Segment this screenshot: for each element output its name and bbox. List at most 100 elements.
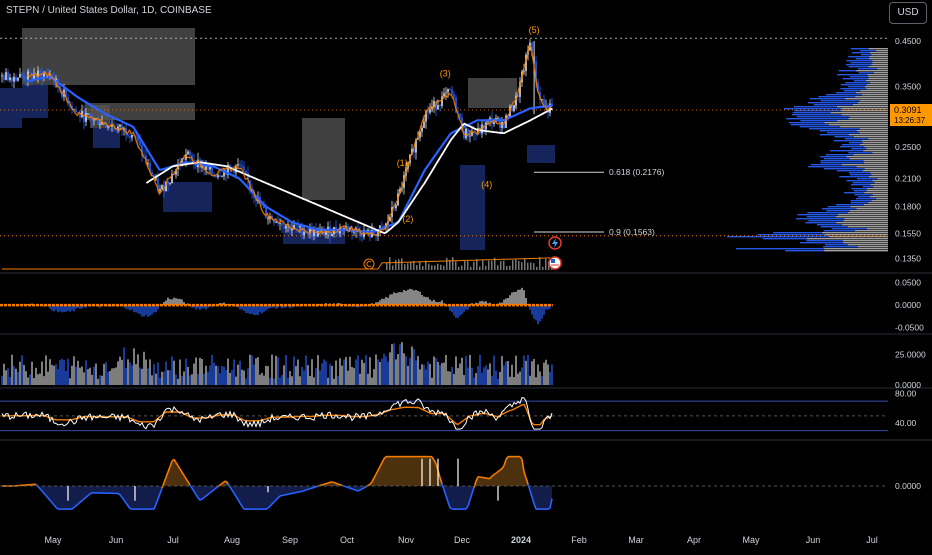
volume-profile-bar xyxy=(867,188,888,189)
volume-bar xyxy=(15,369,16,385)
volume-bar xyxy=(491,376,492,385)
volume-profile-bar xyxy=(859,132,888,133)
rsi-line xyxy=(2,398,552,430)
volume-profile-bar xyxy=(864,162,888,163)
volume-profile-bar xyxy=(784,108,842,109)
volume-bar-mini xyxy=(527,263,529,270)
volume-bar-mini xyxy=(392,265,394,270)
volume-profile-bar xyxy=(800,242,843,243)
price-axis-tick: 0.1350 xyxy=(895,253,921,263)
volume-profile-bar xyxy=(808,102,858,103)
volume-bar xyxy=(333,379,334,385)
volume-bar xyxy=(213,363,214,385)
volume-bar xyxy=(433,356,434,385)
volume-bar xyxy=(377,359,378,385)
price-candle xyxy=(361,236,363,237)
volume-bar xyxy=(161,372,162,385)
volume-bar xyxy=(249,355,250,385)
volume-bar xyxy=(451,367,452,385)
oscillator-line xyxy=(340,485,342,486)
volume-profile-bar xyxy=(854,190,867,191)
volume-bar xyxy=(511,365,512,385)
volume-bar xyxy=(233,360,234,385)
macd-histogram-bar xyxy=(143,305,144,316)
volume-profile-bar xyxy=(869,58,888,59)
volume-profile-bar xyxy=(855,194,873,195)
volume-bar xyxy=(401,342,402,385)
volume-bar xyxy=(103,364,104,385)
volume-profile-bar xyxy=(842,114,888,115)
volume-bar xyxy=(497,379,498,385)
volume-bar xyxy=(207,372,208,385)
volume-bar xyxy=(239,361,240,385)
volume-bar xyxy=(127,359,128,385)
volume-bar xyxy=(315,368,316,385)
volume-profile-bar xyxy=(867,74,888,75)
price-candle xyxy=(129,136,131,137)
volume-profile-bar xyxy=(868,66,888,67)
volume-bar xyxy=(307,365,308,385)
imbalance-box xyxy=(302,118,345,200)
volume-bar xyxy=(219,373,220,385)
oscillator-line xyxy=(162,483,164,488)
macd-histogram-bar xyxy=(253,305,254,315)
volume-bar xyxy=(107,372,108,385)
volume-profile-bar xyxy=(841,84,867,85)
volume-bar xyxy=(321,363,322,385)
volume-profile-bar xyxy=(829,236,888,237)
oscillator-line xyxy=(90,493,92,494)
volume-bar-mini xyxy=(524,259,526,270)
currency-button[interactable]: USD xyxy=(889,2,927,24)
oscillator-line xyxy=(322,484,324,485)
volume-bar xyxy=(449,372,450,385)
volume-bar xyxy=(185,359,186,385)
volume-bar xyxy=(143,352,144,385)
volume-bar xyxy=(187,367,188,385)
oscillator-line xyxy=(364,487,366,488)
price-candle xyxy=(25,79,27,80)
volume-bar xyxy=(247,368,248,385)
volume-bar xyxy=(423,365,424,385)
volume-bar-mini xyxy=(518,261,520,270)
volume-bar xyxy=(201,359,202,385)
volume-bar xyxy=(527,355,528,385)
volume-bar xyxy=(251,355,252,385)
macd-histogram-bar xyxy=(389,295,390,306)
volume-profile-bar xyxy=(825,244,848,245)
volume-bar xyxy=(319,371,320,385)
volume-bar xyxy=(3,364,4,385)
oscillator-line xyxy=(348,487,350,488)
macd-histogram-bar xyxy=(531,305,532,314)
volume-bar-mini xyxy=(401,258,403,270)
volume-bar xyxy=(365,355,366,385)
oscillator-line xyxy=(360,489,362,490)
volume-bar xyxy=(217,366,218,385)
volume-profile-bar xyxy=(800,126,840,127)
order-block-box xyxy=(22,85,48,118)
macd-histogram-bar xyxy=(407,290,408,305)
price-candle xyxy=(131,135,133,138)
volume-bar xyxy=(353,368,354,385)
volume-profile-bar xyxy=(864,204,888,205)
volume-profile-bar xyxy=(857,130,888,131)
time-axis-label: Feb xyxy=(571,535,587,545)
volume-bar xyxy=(211,355,212,385)
volume-profile-bar xyxy=(872,62,888,63)
oscillator-line xyxy=(442,484,444,490)
volume-bar xyxy=(439,365,440,385)
volume-bar xyxy=(479,355,480,385)
volume-bar xyxy=(533,359,534,385)
volume-bar xyxy=(281,375,282,385)
volume-bar xyxy=(105,362,106,385)
volume-profile-bar xyxy=(840,88,866,89)
volume-profile-bar xyxy=(873,194,888,195)
oscillator-line xyxy=(352,489,354,490)
price-axis-tick: 0.1800 xyxy=(895,201,921,211)
volume-bar xyxy=(457,368,458,385)
price-candle xyxy=(39,71,41,73)
price-candle xyxy=(465,129,467,139)
volume-profile-bar xyxy=(865,168,888,169)
volume-profile-bar xyxy=(850,174,871,175)
